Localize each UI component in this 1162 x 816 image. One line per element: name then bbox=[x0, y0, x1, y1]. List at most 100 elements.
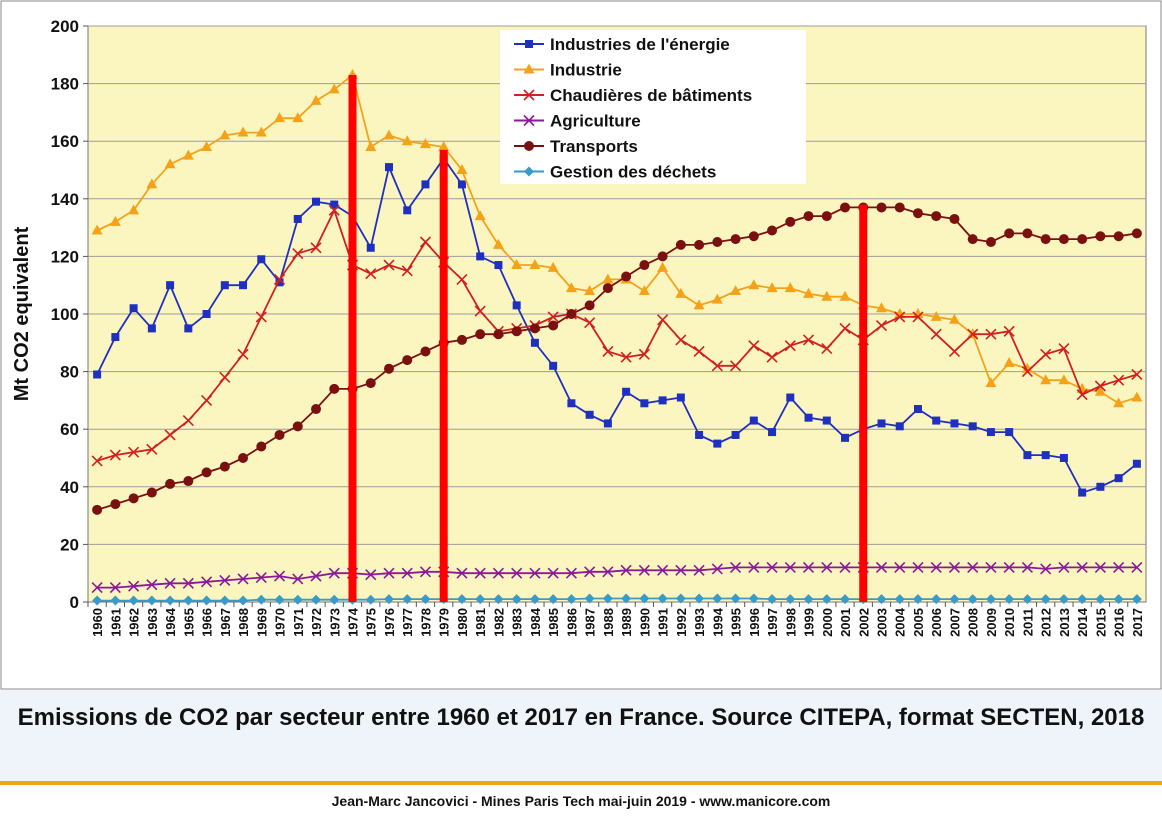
data-point bbox=[602, 283, 613, 294]
data-point bbox=[784, 340, 796, 352]
data-point bbox=[1131, 368, 1143, 381]
data-point bbox=[1059, 454, 1068, 462]
data-point bbox=[657, 593, 668, 604]
data-point bbox=[730, 561, 742, 574]
data-point bbox=[566, 594, 577, 605]
x-tick-label: 1968 bbox=[236, 608, 251, 637]
data-point bbox=[146, 443, 158, 455]
data-point bbox=[895, 422, 904, 431]
event-marker-bar bbox=[859, 204, 868, 602]
data-point bbox=[182, 577, 194, 589]
data-point bbox=[786, 393, 795, 402]
data-point bbox=[183, 476, 194, 487]
data-point bbox=[894, 308, 906, 318]
data-point bbox=[912, 594, 923, 605]
data-point bbox=[821, 561, 833, 574]
data-point bbox=[602, 566, 614, 578]
data-point bbox=[530, 338, 539, 347]
footer-credit: Jean-Marc Jancovici - Mines Paris Tech m… bbox=[331, 793, 831, 809]
data-point bbox=[821, 342, 833, 355]
series-line bbox=[96, 206, 1138, 511]
data-point bbox=[948, 345, 961, 358]
data-point bbox=[730, 234, 741, 245]
data-point bbox=[748, 561, 760, 574]
x-tick-label: 1997 bbox=[765, 608, 780, 637]
legend-marker bbox=[524, 166, 534, 177]
data-point bbox=[401, 135, 413, 146]
y-tick-label: 180 bbox=[51, 75, 79, 94]
data-point bbox=[292, 594, 303, 605]
data-point bbox=[146, 178, 158, 189]
data-point bbox=[328, 567, 340, 579]
data-point bbox=[128, 595, 139, 606]
data-point bbox=[419, 138, 431, 149]
data-point bbox=[511, 259, 523, 270]
data-point bbox=[220, 281, 229, 290]
data-point bbox=[1004, 594, 1015, 605]
data-point bbox=[237, 573, 249, 585]
x-tick-label: 1980 bbox=[455, 608, 470, 637]
data-point bbox=[1040, 234, 1051, 245]
data-point bbox=[146, 579, 158, 591]
data-point bbox=[585, 410, 594, 419]
data-point bbox=[638, 284, 650, 295]
data-point bbox=[785, 216, 796, 227]
data-point bbox=[383, 129, 395, 140]
data-point bbox=[219, 371, 231, 383]
x-tick-label: 2015 bbox=[1093, 608, 1108, 637]
data-point bbox=[1076, 382, 1088, 393]
data-point bbox=[311, 594, 322, 605]
data-point bbox=[165, 595, 176, 606]
data-point bbox=[475, 329, 486, 340]
data-point bbox=[492, 567, 504, 579]
x-tick-label: 1990 bbox=[637, 608, 652, 637]
x-tick-label: 1967 bbox=[218, 608, 233, 637]
data-point bbox=[1094, 561, 1106, 574]
data-point bbox=[638, 564, 650, 576]
data-point bbox=[676, 393, 685, 402]
y-tick-label: 100 bbox=[51, 305, 79, 324]
data-point bbox=[547, 567, 559, 579]
data-point bbox=[312, 197, 321, 206]
event-marker-bar bbox=[439, 149, 448, 602]
legend-label: Industrie bbox=[550, 61, 622, 80]
data-point bbox=[110, 499, 121, 510]
data-point bbox=[748, 593, 759, 604]
caption-panel: Emissions de CO2 par secteur entre 1960 … bbox=[0, 690, 1162, 782]
y-tick-label: 80 bbox=[60, 363, 79, 382]
x-tick-label: 1976 bbox=[382, 608, 397, 637]
data-point bbox=[328, 83, 340, 94]
data-point bbox=[166, 281, 175, 290]
x-tick-label: 1993 bbox=[692, 608, 707, 637]
data-point bbox=[310, 570, 322, 582]
data-point bbox=[1022, 228, 1033, 239]
data-point bbox=[730, 360, 742, 372]
data-point bbox=[1023, 451, 1032, 460]
x-tick-label: 1996 bbox=[747, 608, 762, 637]
data-point bbox=[821, 211, 832, 222]
data-point bbox=[128, 493, 139, 504]
data-point bbox=[328, 204, 340, 216]
series-line bbox=[96, 207, 1138, 462]
data-point bbox=[985, 377, 997, 388]
data-point bbox=[329, 383, 340, 394]
data-point bbox=[420, 594, 431, 605]
x-tick-label: 1965 bbox=[181, 608, 196, 637]
data-point bbox=[967, 328, 979, 340]
data-point bbox=[529, 567, 541, 579]
data-point bbox=[1132, 459, 1141, 468]
data-point bbox=[366, 243, 375, 252]
data-point bbox=[968, 422, 977, 431]
data-point bbox=[511, 594, 522, 605]
data-point bbox=[202, 310, 211, 318]
data-point bbox=[109, 582, 121, 594]
data-point bbox=[803, 594, 814, 605]
x-tick-label: 1989 bbox=[619, 608, 634, 637]
x-tick-label: 1994 bbox=[710, 607, 725, 637]
data-point bbox=[967, 561, 979, 574]
chart-frame: 0 20 40 60 80 100 120 140 160 180 200 1960 1961 1962 1… bbox=[0, 0, 1162, 690]
data-point bbox=[219, 574, 231, 586]
data-point bbox=[894, 202, 905, 213]
x-tick-label: 1962 bbox=[127, 608, 142, 637]
